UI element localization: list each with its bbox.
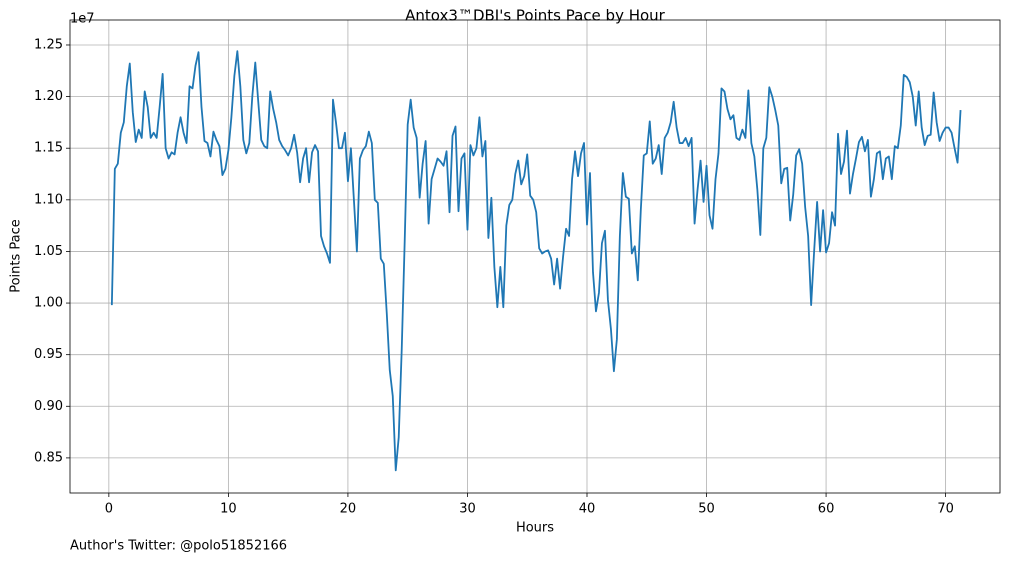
y-tick-label: 1.05 <box>34 244 63 259</box>
x-tick-label: 10 <box>220 502 237 517</box>
y-offset-text: 1e7 <box>70 12 95 27</box>
x-axis-label: Hours <box>516 521 554 536</box>
data-line <box>110 50 962 472</box>
x-tick-label: 0 <box>105 502 113 517</box>
x-tick-label: 30 <box>459 502 476 517</box>
x-tick-label: 20 <box>340 502 357 517</box>
plot-frame <box>69 19 1001 494</box>
y-tick-label: 0.95 <box>34 347 63 362</box>
y-tick-label: 1.10 <box>34 192 63 207</box>
chart-title: Antox3™DBI's Points Pace by Hour <box>405 7 666 25</box>
x-tick-label: 70 <box>937 502 954 517</box>
y-tick-label: 1.20 <box>34 89 63 104</box>
y-tick-label: 1.15 <box>34 141 63 156</box>
x-tick-label: 60 <box>818 502 835 517</box>
y-tick-label: 1.25 <box>34 37 63 52</box>
y-tick-label: 0.90 <box>34 399 63 414</box>
x-tick-label: 40 <box>579 502 596 517</box>
footer: Author's Twitter: @polo51852166 <box>70 539 287 554</box>
y-axis-label: Points Pace <box>9 219 24 293</box>
y-tick-label: 1.00 <box>34 296 63 311</box>
x-tick-label: 50 <box>698 502 715 517</box>
y-tick-label: 0.85 <box>34 450 63 465</box>
